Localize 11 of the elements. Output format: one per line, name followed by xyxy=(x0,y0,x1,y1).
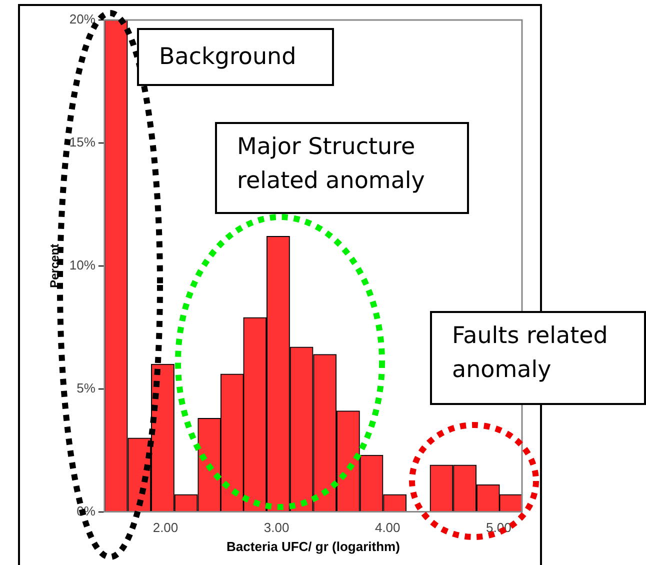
y-tick-label: 20% xyxy=(69,12,96,27)
annotation: Background xyxy=(137,28,334,86)
y-tick-label: 10% xyxy=(69,257,96,272)
x-axis-title: Bacteria UFC/ gr (logarithm) xyxy=(226,538,400,554)
y-tick-label: 15% xyxy=(69,134,96,150)
annotation: Major Structure related anomaly xyxy=(215,122,469,214)
x-tick-label: 3.00 xyxy=(264,520,290,536)
x-tick-label: 4.00 xyxy=(374,520,400,536)
x-tick-label: 2.00 xyxy=(152,520,178,536)
y-tick-label: 5% xyxy=(76,380,96,396)
annotation: Faults related anomaly xyxy=(430,311,646,405)
